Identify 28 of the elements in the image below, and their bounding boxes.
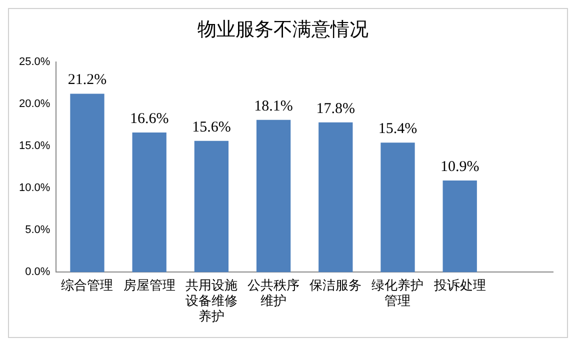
x-tick-label: 公共秩序维护 bbox=[248, 277, 300, 309]
x-tick-label: 综合管理 bbox=[61, 278, 114, 294]
data-label: 21.2% bbox=[68, 72, 107, 88]
x-tick-label: 房屋管理 bbox=[123, 277, 176, 294]
bar bbox=[194, 140, 229, 272]
y-tick-label: 10.0% bbox=[18, 182, 50, 194]
data-label: 16.6% bbox=[130, 110, 169, 127]
data-label: 18.1% bbox=[254, 98, 293, 114]
bar bbox=[256, 120, 291, 272]
data-label: 10.9% bbox=[440, 158, 480, 175]
data-label: 15.6% bbox=[192, 119, 231, 136]
x-tick-label: 保洁服务 bbox=[310, 278, 362, 294]
chart-title: 物业服务不满意情况 bbox=[198, 18, 368, 40]
bar bbox=[380, 142, 415, 272]
y-tick-label: 0.0% bbox=[25, 266, 50, 278]
y-tick-label: 15.0% bbox=[18, 140, 50, 152]
data-label: 15.4% bbox=[378, 121, 418, 138]
x-tick-label: 共用设施设备维修养护 bbox=[185, 278, 238, 325]
bar bbox=[318, 122, 353, 272]
y-tick-label: 5.0% bbox=[25, 224, 50, 236]
y-tick-label: 20.0% bbox=[18, 98, 50, 110]
y-tick-label: 25.0% bbox=[18, 56, 50, 68]
data-label: 17.8% bbox=[316, 100, 356, 117]
bar bbox=[132, 132, 166, 272]
bar bbox=[70, 94, 104, 272]
x-tick-label: 绿化养护管理 bbox=[372, 277, 424, 309]
x-tick-label: 投诉处理 bbox=[432, 278, 486, 294]
bar bbox=[442, 180, 477, 272]
